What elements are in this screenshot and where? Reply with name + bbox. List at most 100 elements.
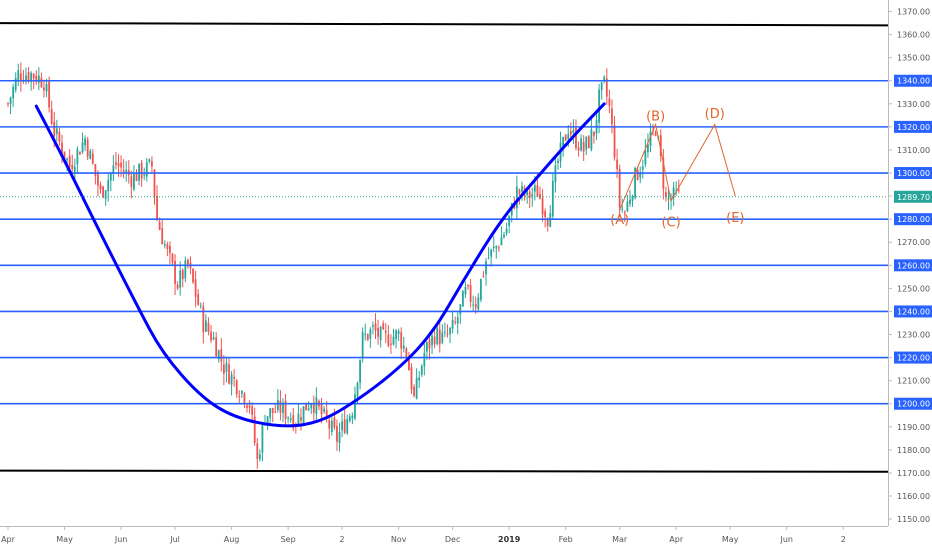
plot-area[interactable] — [0, 0, 888, 526]
candle-body — [84, 138, 86, 146]
candle-body — [140, 162, 143, 179]
candle-body — [133, 172, 135, 190]
candle-body — [621, 208, 624, 210]
candle-body — [441, 332, 444, 343]
candle-body — [230, 374, 233, 385]
candle-body — [210, 331, 212, 341]
candle-body — [297, 413, 300, 426]
candle-body — [289, 418, 292, 421]
candle-body — [222, 364, 225, 374]
candle-body — [600, 82, 603, 90]
plot-background[interactable] — [0, 0, 888, 526]
price-tick-label: 1210.00 — [897, 377, 930, 386]
level-price-box — [894, 397, 932, 410]
price-axis[interactable]: 1150.00 1160.00 1170.00 1180.00 1190.00 1200.… — [888, 0, 932, 526]
candle-body — [91, 153, 94, 164]
candle-body — [102, 186, 104, 198]
candle-body — [544, 211, 547, 217]
candle-body — [551, 181, 554, 217]
wave-label-0: (A) — [610, 213, 629, 228]
candle-body — [611, 108, 613, 125]
candle-body — [361, 332, 364, 357]
candle-body — [546, 218, 549, 226]
candle-body — [582, 141, 585, 152]
time-axis[interactable]: Apr May Jun Jul Aug Sep 2 Nov Dec 2019 Feb Mar Apr Ma… — [0, 526, 888, 544]
level-price-label: 1220.00 — [897, 354, 930, 363]
candle-body — [539, 194, 541, 199]
black-trendline-1[interactable] — [0, 469, 889, 473]
candle-body — [515, 186, 518, 209]
wave-path[interactable] — [619, 122, 736, 211]
candle-body — [626, 201, 629, 212]
candle-body — [112, 165, 115, 174]
candle-body — [459, 304, 462, 315]
candle-body — [580, 138, 583, 151]
time-tick-label: 2019 — [498, 535, 521, 544]
candle-body — [217, 350, 220, 360]
candle-body — [590, 129, 593, 150]
candle-body — [634, 167, 636, 198]
candle-body — [120, 162, 122, 168]
candle-body — [623, 212, 626, 214]
candle-body — [269, 408, 272, 418]
candle-body — [109, 173, 112, 181]
time-tick-label: May — [56, 535, 73, 544]
candle-body — [99, 184, 102, 190]
candle-body — [521, 186, 523, 192]
candle-body — [479, 278, 482, 300]
time-tick-label: Nov — [391, 535, 407, 544]
candle-body — [220, 349, 223, 362]
candle-body — [86, 139, 89, 157]
candle-body — [456, 317, 459, 324]
candle-body — [151, 161, 153, 167]
candle-body — [608, 98, 611, 106]
candle-body — [562, 136, 565, 146]
candle-body — [27, 72, 30, 81]
candle-body — [233, 376, 236, 379]
wave-label-2: (C) — [661, 216, 680, 231]
candle-body — [461, 291, 464, 307]
candle-body — [605, 78, 608, 97]
candle-body — [181, 269, 184, 280]
candle-body — [292, 415, 295, 429]
candle-body — [505, 228, 508, 234]
candle-body — [43, 87, 45, 91]
candle-body — [672, 187, 675, 198]
candle-body — [104, 190, 107, 199]
price-tick-label: 1170.00 — [897, 469, 930, 478]
candle-body — [431, 335, 433, 346]
candle-body — [166, 244, 169, 249]
candle-body — [330, 420, 333, 432]
candle-body — [107, 180, 110, 192]
candle-body — [17, 70, 20, 81]
candle-body — [354, 394, 356, 419]
candle-body — [423, 352, 426, 367]
black-trendline-0[interactable] — [0, 22, 889, 27]
candle-body — [12, 86, 15, 99]
candle-body — [598, 89, 600, 123]
cup-curve[interactable] — [34, 102, 606, 428]
candle-body — [446, 333, 449, 335]
candle-body — [135, 172, 138, 181]
candle-body — [19, 73, 22, 81]
black-trendlines-layer — [0, 22, 889, 473]
candle-body — [320, 404, 323, 415]
candle-body — [202, 306, 205, 333]
candle-body — [130, 176, 133, 187]
candle-body — [644, 150, 647, 165]
candle-body — [490, 249, 493, 257]
candle-body — [333, 417, 336, 428]
candle-body — [212, 337, 215, 340]
candle-body — [169, 245, 171, 254]
candle-body — [71, 164, 74, 170]
candle-body — [487, 257, 490, 259]
candle-body — [158, 221, 161, 230]
candle-body — [397, 331, 400, 334]
candle-body — [163, 244, 166, 246]
candle-body — [192, 268, 194, 283]
candle-body — [387, 334, 390, 346]
candle-body — [395, 330, 397, 340]
time-tick-label: Sep — [281, 535, 296, 544]
time-tick-label: Apr — [1, 535, 16, 544]
